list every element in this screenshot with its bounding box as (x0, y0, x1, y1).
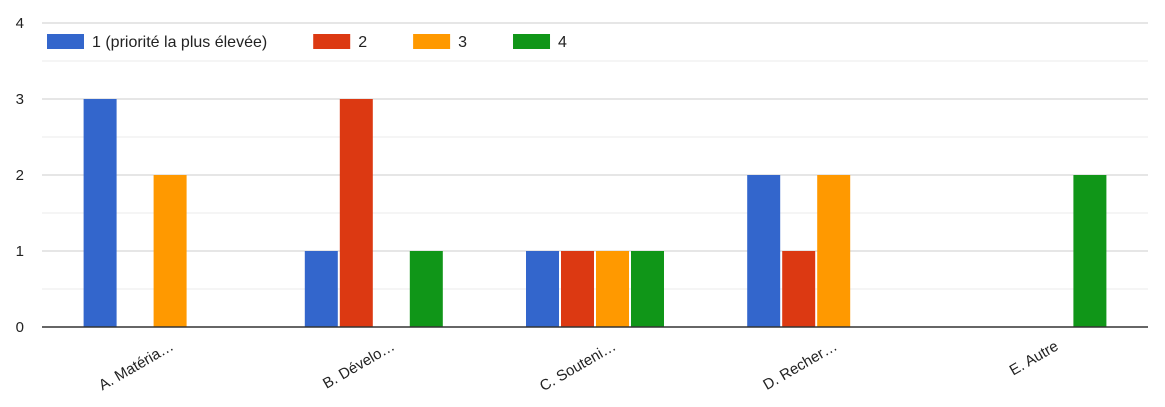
y-tick-label: 0 (16, 319, 24, 336)
bar-4-series-1 (747, 175, 781, 327)
legend-label: 4 (558, 34, 567, 51)
legend-swatch (47, 34, 84, 49)
bar-3-series-4 (631, 251, 664, 327)
bar-1-series-1 (83, 99, 117, 327)
bar-2-series-2 (339, 99, 373, 327)
legend-label: 2 (358, 34, 367, 51)
x-category-label: E. Autre (1007, 338, 1062, 379)
legend-swatch (313, 34, 351, 49)
bar-4-series-2 (782, 251, 816, 327)
bar-2-series-4 (409, 251, 443, 327)
x-category-label: C. Souteni… (537, 338, 619, 395)
legend-swatch (513, 34, 551, 49)
y-tick-label: 4 (16, 15, 24, 32)
legend-label: 1 (priorité la plus élevée) (92, 34, 267, 51)
legend-label: 3 (458, 34, 467, 51)
x-category-label: B. Dévelo… (320, 338, 398, 393)
bar-3-series-1 (526, 251, 559, 327)
bar-2-series-1 (304, 251, 338, 327)
y-tick-label: 1 (16, 243, 24, 260)
bar-1-series-3 (153, 175, 187, 327)
x-category-label: A. Matéria… (96, 338, 177, 394)
x-axis-labels: A. Matéria… B. Dévelo… C. Souteni… D. Reche… (96, 338, 1061, 395)
x-category-label: D. Recher… (760, 338, 840, 394)
y-tick-label: 3 (16, 91, 24, 108)
bar-5-series-4 (1073, 175, 1107, 327)
y-axis-ticks: 0 1 2 3 4 (16, 15, 24, 336)
grid-layer (42, 22, 1148, 290)
legend-swatch (413, 34, 451, 49)
bar-4-series-3 (817, 175, 851, 327)
bar-3-series-2 (561, 251, 594, 327)
bars-layer (42, 99, 1148, 328)
y-tick-label: 2 (16, 167, 24, 184)
bar-3-series-3 (596, 251, 629, 327)
legend: 1 (priorité la plus élevée) 2 3 4 (47, 34, 567, 51)
